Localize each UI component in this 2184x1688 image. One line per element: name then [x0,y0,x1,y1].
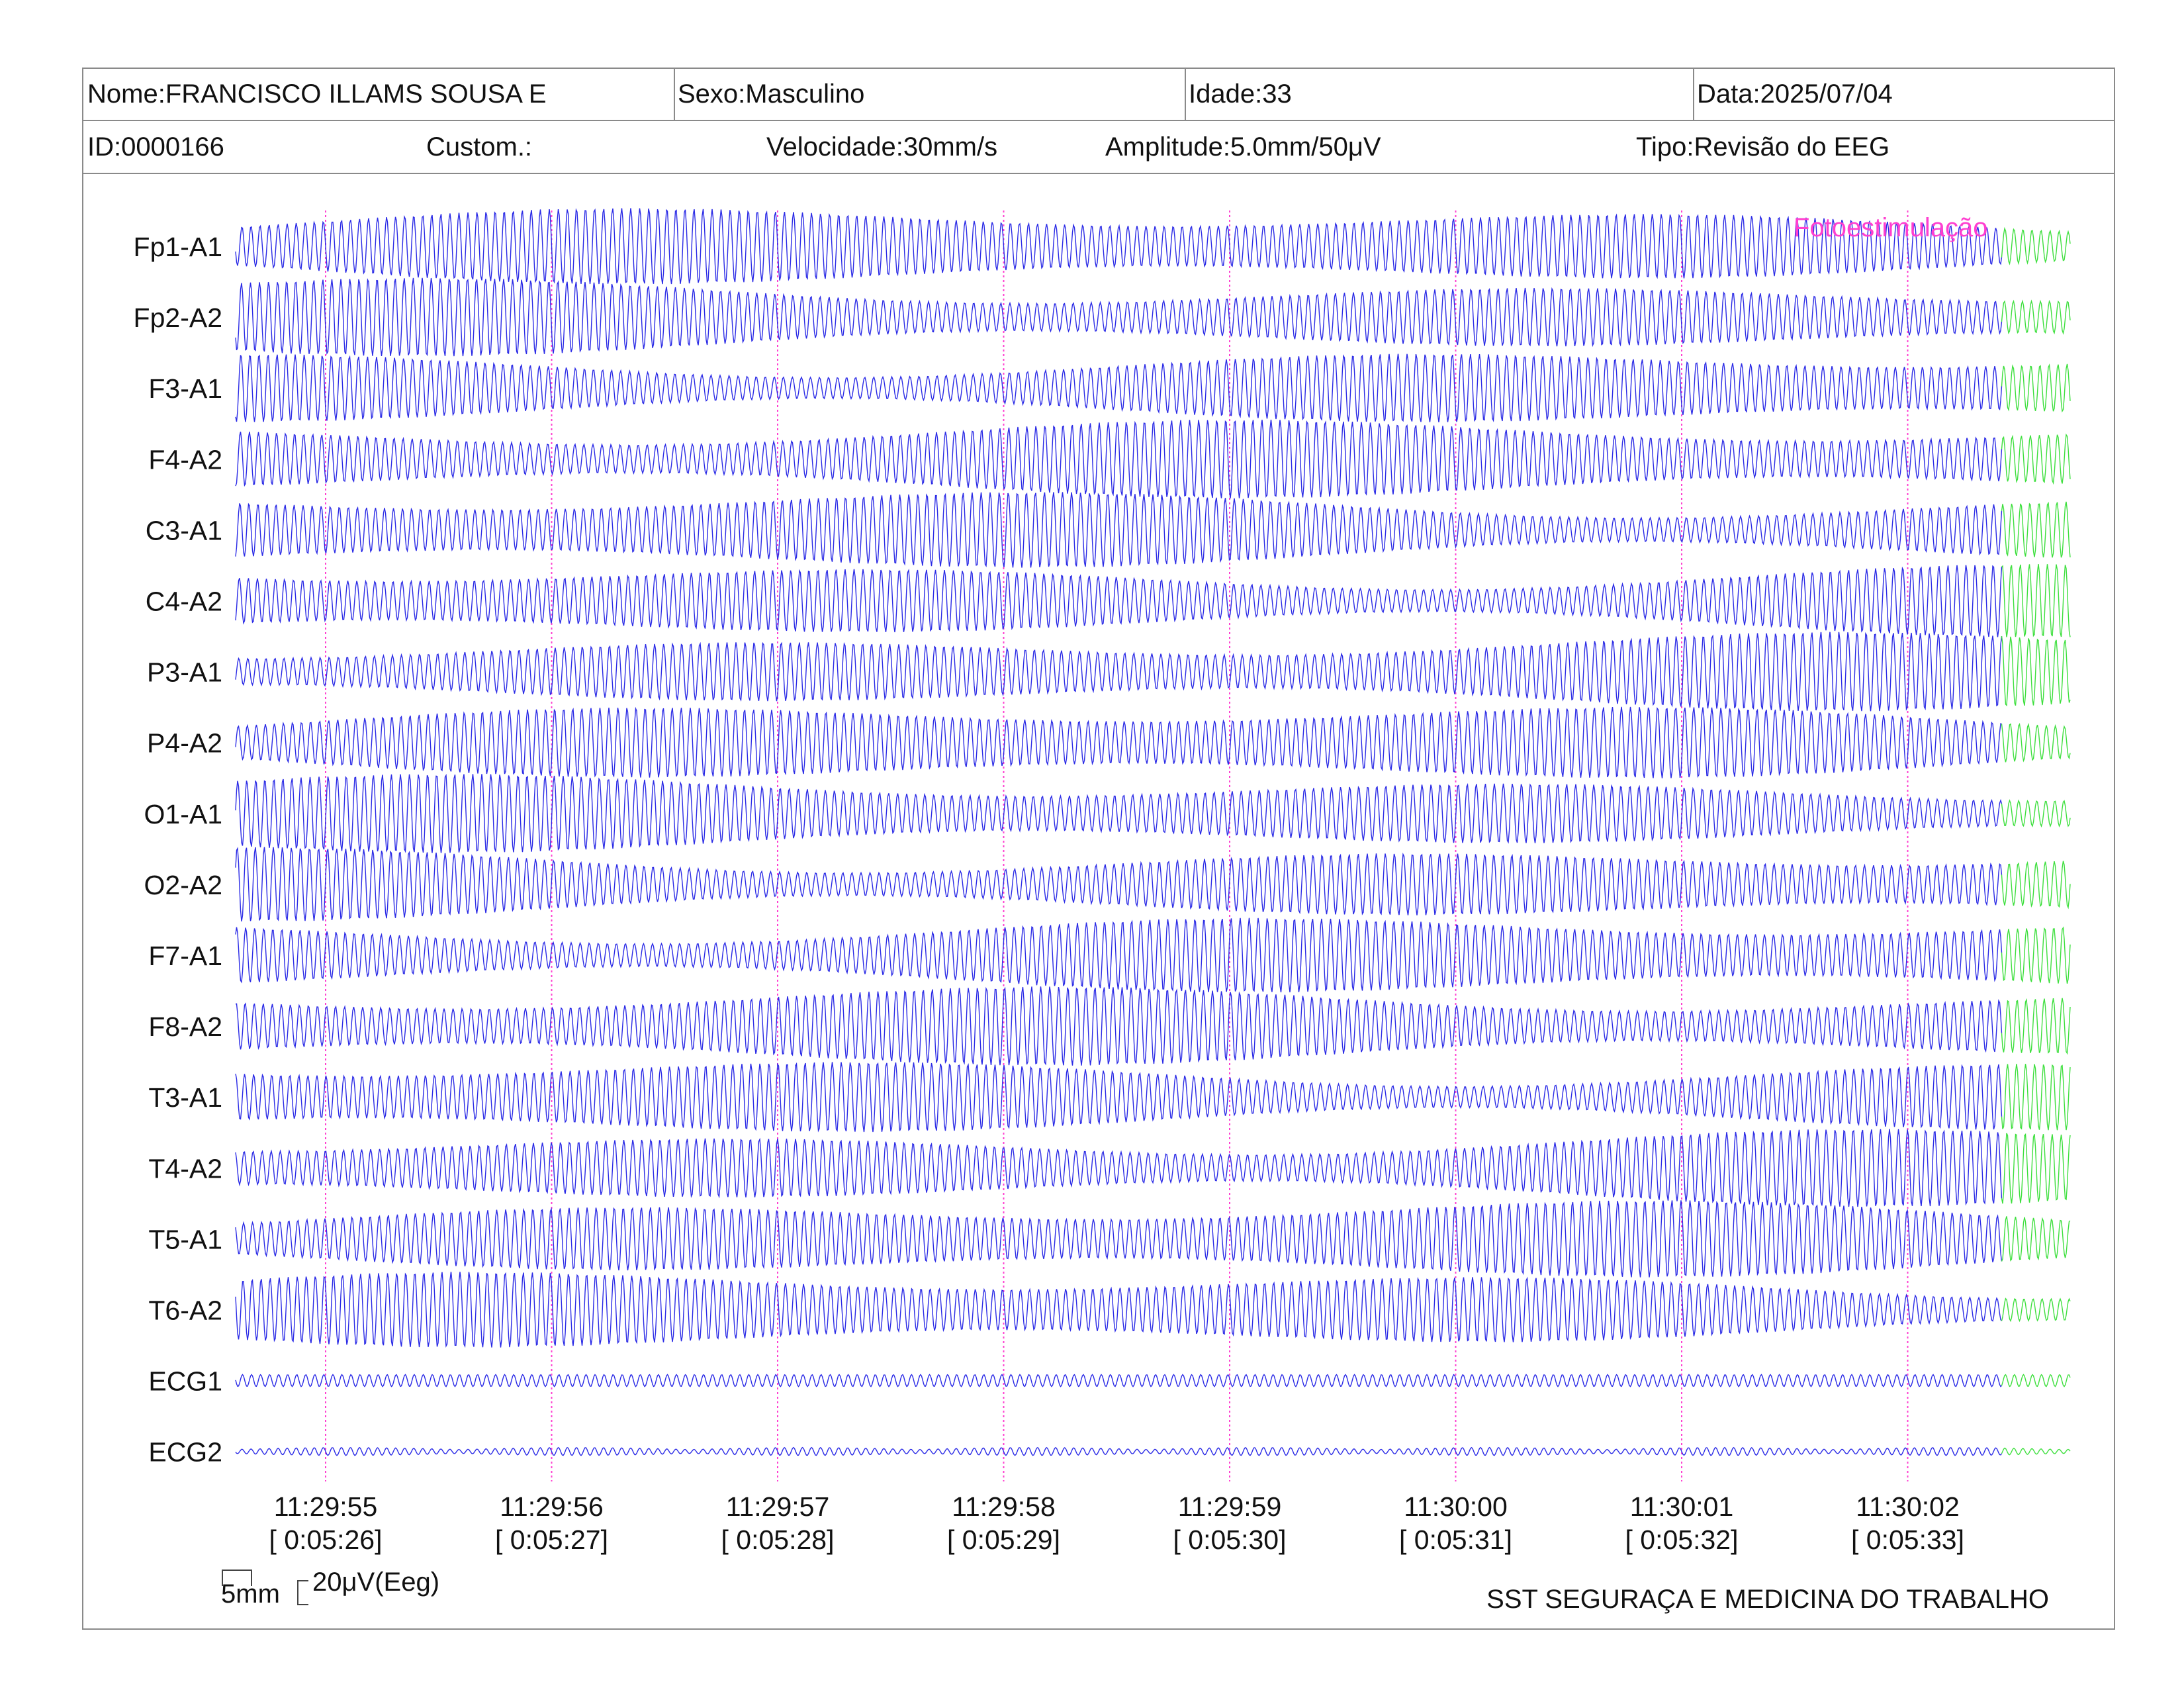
time-tick-labels: 11:29:55[ 0:05:26] 11:29:56[ 0:05:27] 11:2… [269,1491,1964,1555]
photic-trace-t6-a2 [2001,1297,2071,1323]
header-row-2: ID:0000166 Custom.: Velocidade:30mm/s Am… [83,121,2114,174]
time-tick-label: 11:29:56 [500,1491,604,1522]
amplitude-scale-label: 20μV(Eeg) [312,1568,440,1597]
elapsed-tick-label: [ 0:05:32] [1625,1524,1739,1555]
channel-label: F3-A1 [148,373,222,404]
amplitude-scale-bracket-icon [297,1580,308,1605]
channel-label: T4-A2 [148,1153,222,1184]
trace-p3-a1 [235,632,2003,712]
photic-trace-fp1-a1 [2001,226,2071,265]
trace-t3-a1 [235,1062,2003,1133]
trace-t4-a2 [235,1129,2003,1207]
photic-annotation: Fotoestimulação [1794,213,1987,242]
photic-trace-o1-a1 [2001,799,2071,828]
channel-label: C3-A1 [146,515,222,545]
trace-fp2-a2 [235,277,2003,357]
custom-field: Custom.: [426,132,533,162]
trace-ecg1 [235,1374,2002,1387]
trace-f8-a2 [235,986,2003,1066]
channel-label: F8-A2 [148,1011,222,1042]
channel-label: P3-A1 [147,657,222,688]
exam-type: Tipo:Revisão do EEG [1636,132,1890,162]
channel-label: C4-A2 [146,586,222,617]
patient-name: Nome:FRANCISCO ILLAMS SOUSA E [87,79,547,109]
trace-o1-a1 [235,773,2003,853]
photic-trace-c4-a2 [2001,564,2071,637]
paper-speed: Velocidade:30mm/s [766,132,998,162]
elapsed-tick-label: [ 0:05:31] [1399,1524,1512,1555]
eeg-traces [235,208,2071,1456]
elapsed-tick-label: [ 0:05:29] [947,1524,1060,1555]
time-tick-label: 11:30:01 [1630,1491,1734,1522]
photic-trace-t5-a1 [2001,1216,2071,1262]
photic-trace-p3-a1 [2001,635,2071,707]
photic-trace-o2-a2 [2001,861,2071,910]
photic-trace-f7-a1 [2001,926,2071,984]
channel-label: T3-A1 [148,1082,222,1113]
report-frame: Nome:FRANCISCO ILLAMS SOUSA E Sexo:Mascu… [82,68,2115,1630]
time-scale-bracket-icon [222,1570,252,1586]
elapsed-tick-label: [ 0:05:33] [1851,1524,1964,1555]
photic-trace-f4-a2 [2001,433,2071,485]
photic-trace-t4-a2 [2001,1133,2071,1204]
channel-labels: Fp1-A1 Fp2-A2 F3-A1 F4-A2 C3-A1 C4-A2 P3-A1 P4-… [134,232,222,1468]
channel-label: Fp1-A1 [134,232,222,262]
channel-label: O1-A1 [144,799,223,829]
trace-fp1-a1 [235,208,2003,285]
photic-trace-f3-a1 [2001,363,2071,413]
channel-label: F7-A1 [148,941,222,971]
channel-label: F4-A2 [148,444,222,475]
time-markers [325,211,1909,1481]
time-tick-label: 11:30:02 [1856,1491,1960,1522]
time-tick-label: 11:29:59 [1178,1491,1282,1522]
exam-date: Data:2025/07/04 [1693,69,2118,120]
trace-ecg2 [235,1446,2003,1456]
elapsed-tick-label: [ 0:05:26] [269,1524,383,1555]
time-tick-label: 11:29:55 [274,1491,378,1522]
channel-label: T6-A2 [148,1295,222,1326]
patient-sex: Sexo:Masculino [674,69,1189,120]
channel-label: P4-A2 [147,728,222,759]
elapsed-tick-label: [ 0:05:30] [1173,1524,1287,1555]
trace-o2-a2 [235,847,2003,922]
photic-trace-p4-a2 [2001,722,2071,763]
patient-id: ID:0000166 [87,132,224,162]
time-tick-label: 11:29:57 [726,1491,830,1522]
trace-t6-a2 [235,1272,2003,1348]
trace-p4-a2 [235,706,2002,778]
patient-age: Idade:33 [1185,69,1697,120]
trace-f7-a1 [235,917,2003,993]
channel-label: ECG1 [148,1366,222,1397]
time-scale-label: 5mm [221,1579,280,1609]
trace-c4-a2 [235,565,2003,637]
time-tick-label: 11:30:00 [1404,1491,1508,1522]
header-row-1: Nome:FRANCISCO ILLAMS SOUSA E Sexo:Mascu… [83,69,2114,121]
elapsed-tick-label: [ 0:05:28] [721,1524,835,1555]
amplitude-scale: Amplitude:5.0mm/50μV [1105,132,1381,162]
photic-trace-ecg1 [2001,1374,2071,1387]
company-footer: SST SEGURAÇA E MEDICINA DO TRABALHO [1486,1585,2049,1614]
channel-label: ECG2 [148,1437,222,1468]
photic-trace-fp2-a2 [2001,299,2071,335]
photic-trace-t3-a1 [2001,1064,2071,1131]
photic-trace-f8-a2 [2001,998,2071,1055]
channel-label: Fp2-A2 [134,303,222,333]
trace-f4-a2 [235,420,2003,498]
time-tick-label: 11:29:58 [952,1491,1056,1522]
elapsed-tick-label: [ 0:05:27] [495,1524,608,1555]
trace-c3-a1 [235,492,2003,568]
channel-label: O2-A2 [144,870,223,900]
trace-f3-a1 [235,353,2003,422]
channel-label: T5-A1 [148,1224,222,1254]
photic-trace-ecg2 [2001,1447,2071,1456]
photic-trace-c3-a1 [2001,501,2071,558]
trace-t5-a1 [235,1200,2003,1278]
